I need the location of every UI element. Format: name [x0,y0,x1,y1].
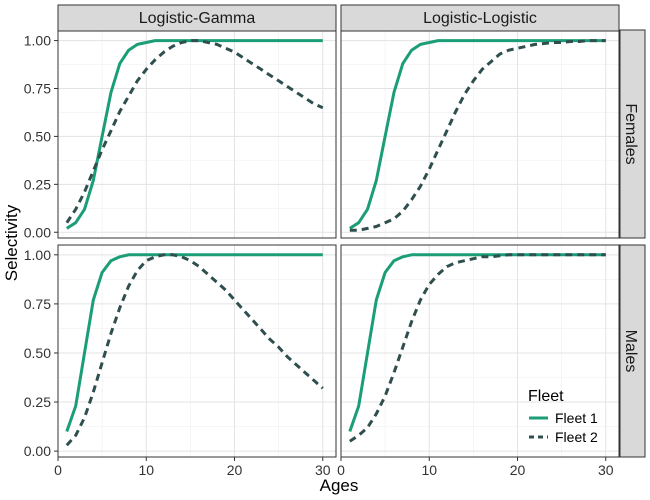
y-axis-top: 0.00 0.25 0.50 0.75 1.00 [24,33,58,240]
facet-strip-label-row-0: Females [622,103,639,164]
x-tick-label: 0 [337,462,345,478]
series-line-fleet-1 [348,39,606,230]
x-tick-label: 0 [54,462,62,478]
facet-strip-col-0: Logistic-Gamma [57,4,337,32]
y-tick-label: 0.75 [24,81,51,97]
y-tick-label: 1.00 [24,33,51,49]
panel-background [341,245,619,457]
y-axis-title: Selectivity [2,204,21,281]
series-line-fleet-2 [65,39,324,224]
panel-background [341,31,619,238]
y-tick-label: 0.50 [24,128,51,144]
legend-label-fleet-2: Fleet 2 [555,429,598,445]
facet-strip-label-col-0: Logistic-Gamma [139,10,256,27]
y-tick-label: 1.00 [24,247,51,263]
y-tick-label: 0.75 [24,296,51,312]
legend-title: Fleet [528,388,564,405]
x-tick-label: 30 [315,462,331,478]
series-line-fleet-1 [348,253,606,432]
y-tick-label: 0.25 [24,394,51,410]
facet-strip-row-1: Males [619,244,646,458]
x-axis-left: 0 10 20 30 [54,457,331,478]
series-line-fleet-1 [65,253,323,432]
facet-strip-row-0: Females [619,29,646,239]
y-tick-label: 0.00 [24,443,51,459]
y-tick-label: 0.25 [24,176,51,192]
panel-background [58,31,336,238]
panel-border [57,30,337,239]
legend: Fleet Fleet 1 Fleet 2 [528,388,598,445]
x-tick-label: 30 [598,462,614,478]
panel-border [57,244,337,458]
series-line-fleet-2 [65,253,324,447]
facet-strip-label-col-1: Logistic-Logistic [423,10,537,27]
panel-border [340,244,620,458]
x-axis-title: Ages [320,476,359,495]
y-axis-bottom: 0.00 0.25 0.50 0.75 1.00 [24,247,58,459]
legend-label-fleet-1: Fleet 1 [555,410,598,426]
x-tick-label: 20 [510,462,526,478]
x-axis-right: 0 10 20 30 [337,457,614,478]
y-tick-label: 0.00 [24,224,51,240]
x-tick-label: 20 [227,462,243,478]
x-tick-label: 10 [421,462,437,478]
panel-logistic-logistic-males [340,244,620,458]
facet-strip-col-1: Logistic-Logistic [340,4,620,32]
panel-logistic-gamma-males [57,244,337,458]
panel-logistic-logistic-females [340,30,620,239]
x-tick-label: 10 [138,462,154,478]
panel-border [340,30,620,239]
panel-logistic-gamma-females [57,30,337,239]
y-tick-label: 0.50 [24,345,51,361]
facet-strip-label-row-1: Males [622,330,639,373]
